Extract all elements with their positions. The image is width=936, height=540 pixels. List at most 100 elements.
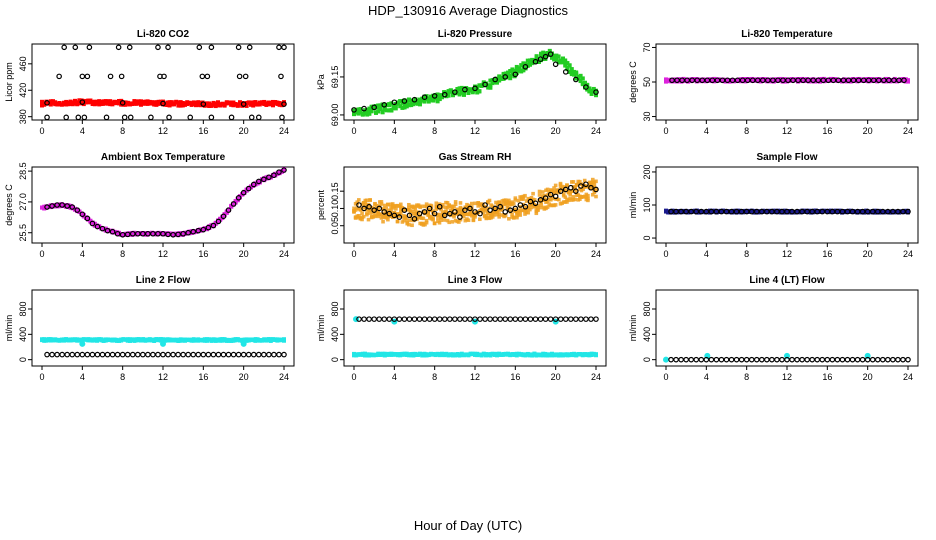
data-point (84, 351, 91, 358)
data-point (99, 338, 104, 343)
data-point (901, 76, 906, 81)
data-point (780, 210, 785, 215)
data-point (92, 102, 97, 107)
data-point (117, 99, 121, 104)
data-point (246, 337, 251, 342)
data-point (495, 351, 499, 356)
data-point (207, 337, 212, 342)
data-point (376, 206, 380, 211)
data-point (552, 61, 559, 68)
data-point (448, 352, 453, 357)
data-point (379, 200, 384, 204)
data-point (424, 220, 429, 225)
data-point (55, 338, 60, 343)
data-point (261, 351, 267, 358)
data-point (97, 337, 102, 342)
data-point (666, 210, 671, 215)
data-point (141, 100, 146, 105)
data-point (734, 77, 741, 84)
data-point (48, 99, 53, 104)
data-point (49, 203, 55, 209)
data-point (360, 351, 365, 356)
data-point (245, 185, 252, 192)
data-point (570, 189, 574, 194)
data-point (61, 44, 67, 51)
data-point (519, 63, 524, 68)
data-point (492, 205, 498, 212)
data-point (462, 353, 466, 358)
data-point (77, 99, 82, 104)
x-tick-label: 12 (782, 372, 792, 382)
data-point (40, 205, 44, 210)
x-tick-label: 8 (120, 249, 125, 259)
data-point (764, 208, 770, 215)
data-point (567, 352, 572, 357)
data-point (830, 77, 837, 84)
data-point (521, 61, 526, 66)
data-point (271, 101, 275, 106)
data-point (487, 207, 493, 213)
data-point (563, 352, 568, 357)
data-point (771, 79, 776, 84)
data-point (48, 101, 53, 106)
data-point (114, 337, 119, 342)
data-point (886, 77, 892, 84)
data-point (594, 188, 598, 193)
data-point (453, 352, 458, 357)
data-point (534, 211, 539, 216)
data-point (165, 351, 171, 358)
data-point (794, 356, 800, 363)
data-point (840, 78, 844, 83)
data-point (705, 209, 710, 214)
x-tick-label: 16 (198, 372, 208, 382)
data-point (895, 209, 899, 214)
data-point (110, 102, 115, 107)
data-point (552, 56, 557, 61)
data-point (451, 352, 455, 357)
data-point (759, 77, 766, 84)
data-point (150, 338, 154, 343)
data-point (683, 79, 688, 84)
data-point (537, 197, 544, 203)
data-point (525, 352, 530, 357)
data-point (592, 183, 597, 188)
data-point (855, 77, 862, 84)
x-tick-label: 24 (591, 249, 601, 259)
data-point (490, 352, 495, 357)
data-point (424, 218, 429, 223)
data-point (484, 209, 489, 213)
data-point (156, 100, 161, 105)
page-title: HDP_130916 Average Diagnostics (368, 3, 568, 18)
data-point (381, 219, 385, 224)
data-point (435, 97, 440, 102)
data-point (864, 208, 871, 215)
data-point (580, 82, 585, 87)
data-point (442, 214, 447, 219)
data-point (123, 100, 128, 105)
data-point (363, 203, 368, 207)
data-point (413, 100, 418, 105)
data-point (728, 208, 735, 215)
data-point (84, 337, 88, 342)
data-point (905, 356, 911, 363)
data-point (257, 180, 262, 185)
data-point (106, 227, 110, 232)
data-point (378, 352, 383, 357)
data-point (227, 207, 231, 212)
data-point (528, 62, 532, 67)
data-point (775, 77, 781, 84)
data-point (191, 100, 196, 105)
data-point (49, 351, 55, 358)
data-point (148, 114, 154, 121)
data-point (431, 97, 436, 102)
data-point (141, 337, 146, 342)
data-point (196, 337, 201, 342)
data-point (895, 208, 901, 215)
data-point (132, 99, 137, 104)
data-point (446, 210, 453, 217)
data-point (407, 222, 411, 227)
data-point (440, 95, 444, 100)
data-point (478, 217, 482, 222)
data-point (578, 73, 583, 78)
data-point (851, 209, 855, 214)
